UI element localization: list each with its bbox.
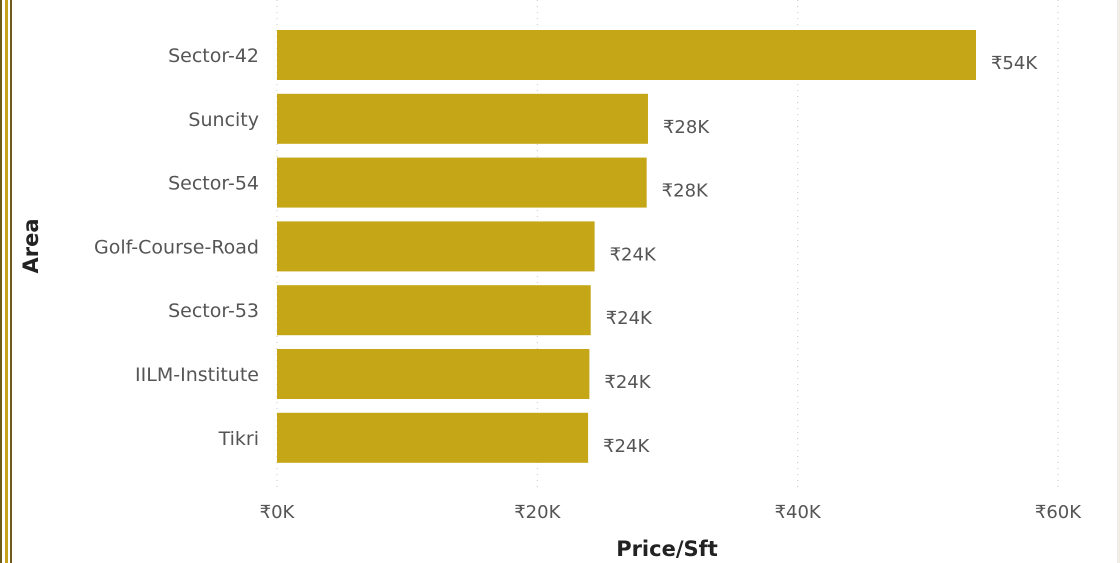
category-label: IILM-Institute: [135, 364, 259, 386]
category-label: Tikri: [218, 428, 259, 450]
x-tick-label: ₹60K: [1035, 502, 1082, 523]
left-border-decoration: [0, 0, 12, 563]
category-label: Sector-53: [168, 300, 259, 322]
bar[interactable]: [277, 30, 976, 80]
x-tick-label: ₹0K: [260, 502, 296, 523]
category-label: Sector-54: [168, 173, 259, 195]
data-label: ₹24K: [606, 308, 653, 329]
x-tick-label: ₹40K: [775, 502, 822, 523]
bar[interactable]: [277, 349, 590, 399]
data-label: ₹28K: [663, 117, 710, 138]
category-label: Suncity: [188, 109, 259, 131]
x-tick-label: ₹20K: [514, 502, 561, 523]
bar[interactable]: [277, 157, 647, 208]
x-tick-labels: ₹0K ₹20K ₹40K ₹60K: [260, 502, 1083, 523]
bar[interactable]: [277, 93, 648, 144]
data-labels: ₹54K ₹28K ₹28K ₹24K ₹24K ₹24K ₹24K: [603, 53, 1038, 457]
bars: [277, 30, 976, 463]
data-label: ₹54K: [991, 53, 1038, 74]
data-label: ₹28K: [662, 181, 709, 202]
data-label: ₹24K: [610, 244, 657, 265]
category-labels: Sector-42 Suncity Sector-54 Golf-Course-Roa…: [94, 45, 259, 450]
data-label: ₹24K: [603, 436, 650, 457]
data-label: ₹24K: [604, 372, 651, 393]
category-label: Sector-42: [168, 45, 259, 67]
category-label: Golf-Course-Road: [94, 236, 259, 258]
y-axis-title: Area: [19, 218, 43, 273]
bar[interactable]: [277, 285, 591, 336]
x-axis-title: Price/Sft: [616, 537, 718, 561]
right-edge-strip: [1117, 0, 1120, 563]
bar[interactable]: [277, 221, 595, 272]
bar[interactable]: [277, 412, 589, 463]
